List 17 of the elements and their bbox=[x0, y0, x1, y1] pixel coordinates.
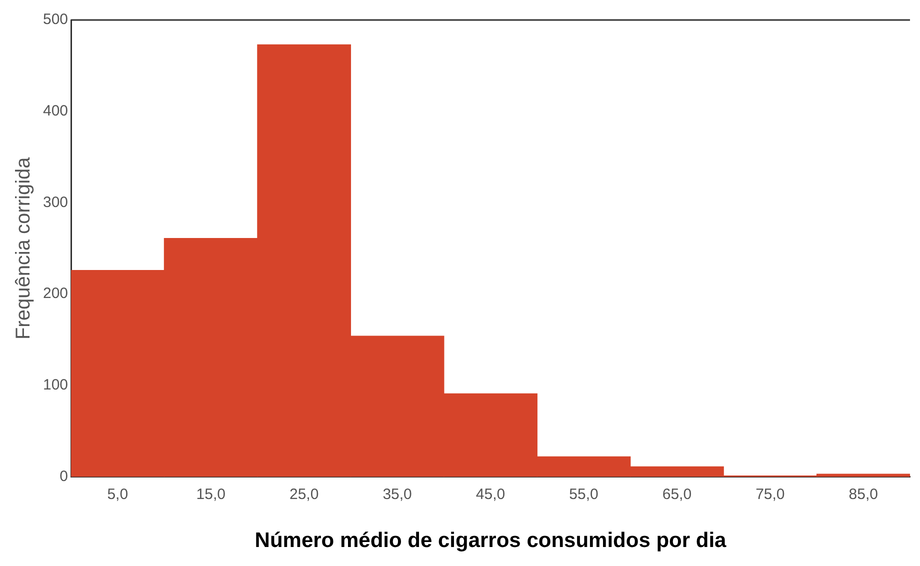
y-tick-label: 300 bbox=[42, 194, 68, 211]
x-tick-label: 55,0 bbox=[569, 486, 598, 503]
x-tick-label: 65,0 bbox=[662, 486, 692, 503]
y-tick-label: 500 bbox=[42, 11, 68, 28]
y-tick-label: 100 bbox=[42, 376, 68, 394]
x-tick-label: 75,0 bbox=[756, 486, 785, 503]
x-tick-label: 85,0 bbox=[848, 486, 878, 503]
x-tick-label: 35,0 bbox=[382, 486, 412, 503]
x-tick-label: 5,0 bbox=[107, 486, 128, 503]
y-tick-label: 200 bbox=[42, 285, 68, 302]
y-axis-title: Frequência corrigida bbox=[12, 156, 35, 340]
x-tick-label: 15,0 bbox=[196, 486, 226, 503]
y-tick-label: 400 bbox=[42, 102, 68, 120]
x-axis-title: Número médio de cigarros consumidos por dia bbox=[254, 529, 727, 552]
y-tick-label: 0 bbox=[60, 468, 68, 485]
x-tick-label: 25,0 bbox=[289, 486, 319, 503]
x-tick-label: 45,0 bbox=[476, 486, 506, 503]
